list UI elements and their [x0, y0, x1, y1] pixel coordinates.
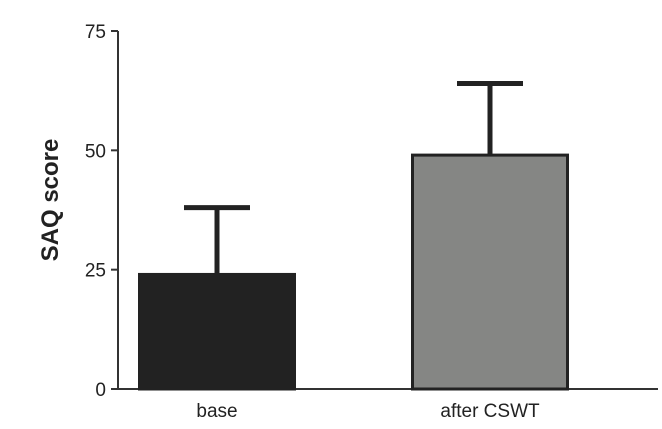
y-axis-label: SAQ score: [37, 139, 64, 262]
bar-after-cswt: [411, 153, 569, 391]
x-tick-label: base: [196, 401, 237, 422]
y-tick-label: 75: [85, 22, 106, 43]
x-tick-labels: base after CSWT: [196, 401, 540, 422]
bar-base: [138, 272, 296, 391]
y-tick-label: 0: [95, 380, 106, 401]
y-axis: 0 25 50 75: [85, 22, 119, 401]
bars: [138, 153, 569, 391]
x-tick-label: after CSWT: [440, 401, 540, 422]
error-bars: [184, 81, 523, 275]
y-tick-label: 50: [85, 141, 106, 162]
y-tick-label: 25: [85, 261, 106, 282]
